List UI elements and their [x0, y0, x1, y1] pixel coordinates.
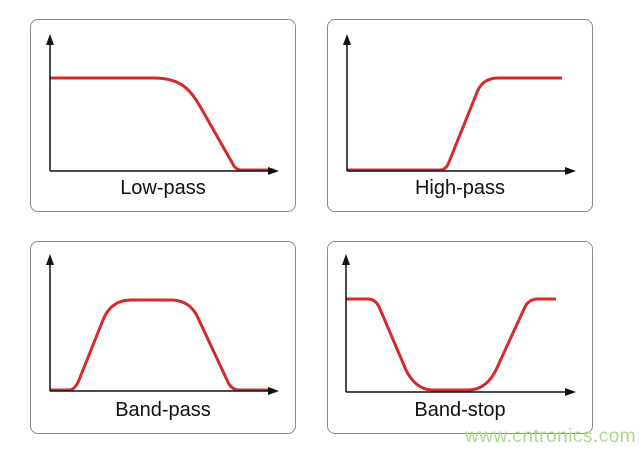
x-axis-arrow-icon [268, 387, 279, 395]
y-axis-arrow-icon [342, 254, 350, 265]
x-axis-arrow-icon [565, 388, 576, 396]
x-axis-arrow-icon [268, 167, 279, 175]
y-axis-arrow-icon [343, 34, 351, 45]
high-pass-label: High-pass [414, 177, 506, 199]
low-pass-curve [50, 76, 274, 172]
high-pass-panel: High-pass [327, 19, 593, 212]
low-pass-label: Low-pass [120, 177, 206, 199]
high-pass-curve [347, 76, 562, 172]
watermark: www.cntronics.com [465, 426, 637, 447]
low-pass-graph [46, 34, 279, 175]
band-pass-graph [46, 254, 279, 395]
band-stop-label: Band-stop [414, 399, 506, 421]
band-pass-panel: Band-pass [30, 241, 296, 434]
y-axis-arrow-icon [46, 254, 54, 265]
band-pass-curve [50, 298, 274, 392]
band-stop-panel: Band-stop [327, 241, 593, 434]
y-axis-arrow-icon [46, 34, 54, 45]
band-stop-curve [346, 297, 556, 392]
low-pass-panel: Low-pass [30, 19, 296, 212]
x-axis-arrow-icon [565, 167, 576, 175]
band-stop-graph [342, 254, 576, 396]
band-pass-label: Band-pass [115, 399, 211, 421]
high-pass-graph [343, 34, 576, 175]
